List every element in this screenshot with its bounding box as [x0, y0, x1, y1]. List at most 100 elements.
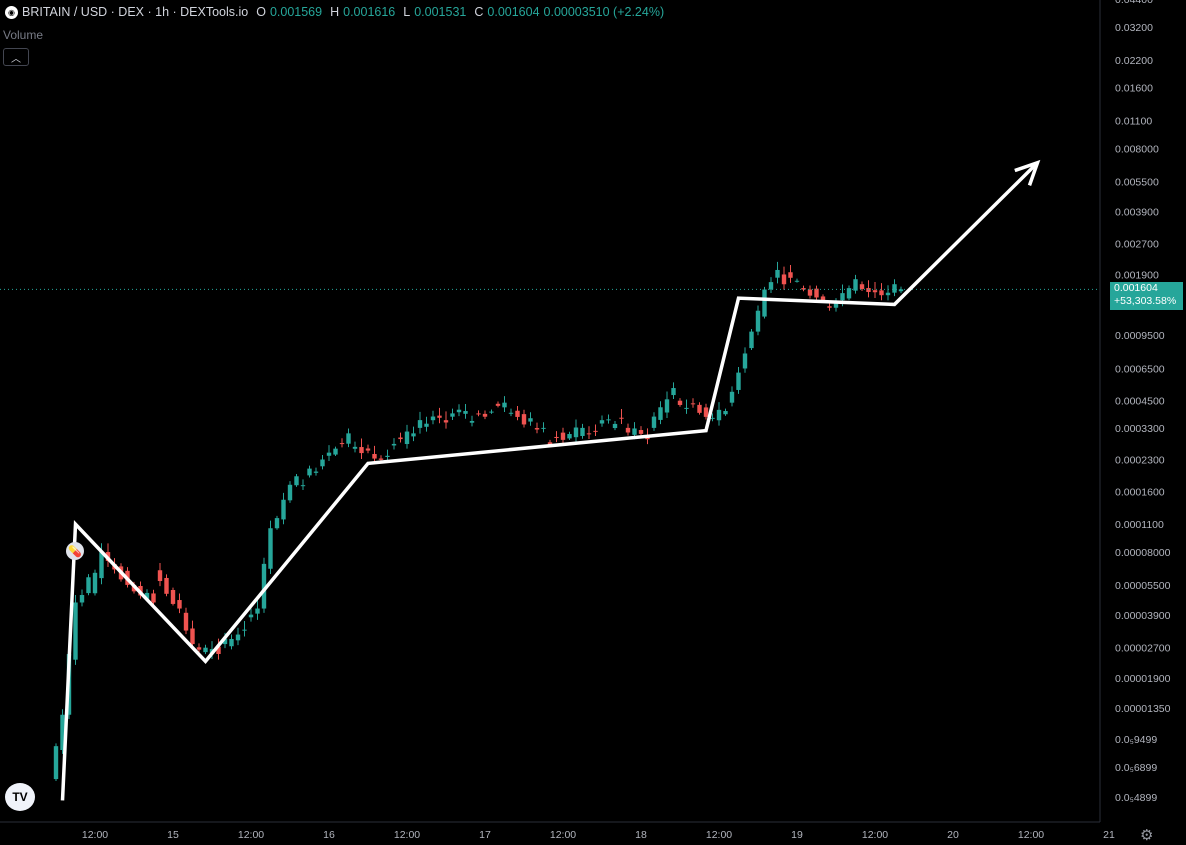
candle-body	[827, 306, 832, 308]
candle-body	[437, 415, 442, 418]
candle-body	[840, 293, 845, 301]
candle-body	[638, 430, 644, 434]
candle-body	[268, 528, 273, 569]
candle-body	[781, 274, 787, 285]
candle-body	[742, 353, 748, 369]
candle-body	[677, 400, 683, 405]
candle-body	[567, 434, 572, 439]
chart-logo-icon: ◉	[5, 5, 18, 19]
high-value: 0.001616	[343, 5, 396, 19]
candle-body	[60, 714, 65, 751]
candle-body	[248, 614, 254, 618]
candle-body	[378, 458, 384, 460]
candle-body	[170, 590, 176, 604]
candle-body	[183, 612, 189, 631]
tradingview-logo-icon[interactable]: TV	[5, 783, 35, 811]
trend-polyline[interactable]	[60, 161, 1039, 801]
y-tick-label: 0.0₅4899	[1115, 792, 1157, 804]
candle-body	[216, 646, 221, 655]
candle-body	[417, 420, 423, 428]
y-tick-label: 0.03200	[1115, 22, 1153, 34]
candle-body	[99, 552, 104, 579]
candle-body	[606, 419, 611, 421]
candle-body	[495, 403, 501, 406]
candle-body	[879, 290, 884, 296]
candle-body	[664, 399, 670, 413]
candle-body	[398, 437, 403, 440]
y-tick-label: 0.0₅9499	[1115, 734, 1157, 746]
y-tick-label: 0.02200	[1115, 55, 1153, 67]
x-tick-label: 12:00	[706, 829, 732, 841]
candle-body	[242, 629, 247, 631]
candle-body	[424, 423, 429, 427]
candle-body	[443, 420, 449, 423]
candle-body	[313, 471, 319, 473]
y-tick-label: 0.00008000	[1115, 547, 1171, 559]
candle-body	[164, 577, 169, 594]
y-tick-label: 0.0001600	[1115, 486, 1165, 498]
candle-body	[281, 499, 286, 520]
candle-body	[274, 518, 280, 529]
x-tick-label: 12:00	[550, 829, 576, 841]
y-tick-label: 0.0002300	[1115, 455, 1165, 467]
trend-arrow-head[interactable]	[1014, 159, 1041, 186]
candle-body	[658, 407, 663, 420]
last-price-change: +53,303.58%	[1114, 295, 1177, 307]
candle-body	[859, 284, 865, 290]
candle-body	[775, 269, 780, 278]
open-value: 0.001569	[269, 5, 323, 19]
x-tick-label: 12:00	[394, 829, 420, 841]
y-tick-label: 0.01600	[1115, 83, 1153, 95]
trend-drawing[interactable]	[60, 159, 1041, 801]
y-tick-label: 0.0001100	[1115, 519, 1164, 531]
pill-icon[interactable]: 💊	[66, 542, 84, 560]
candle-body	[814, 288, 819, 298]
candle-body	[294, 476, 299, 486]
candles	[53, 261, 904, 782]
y-tick-label: 0.001900	[1115, 269, 1159, 281]
candle-body	[521, 414, 527, 425]
symbol-title[interactable]: BRITAIN / USD · DEX · 1h · DEXTools.io	[22, 5, 249, 19]
candle-body	[235, 634, 241, 641]
candle-body	[651, 416, 657, 428]
close-value: 0.001604	[487, 5, 540, 19]
candle-body	[346, 433, 351, 444]
candle-body	[788, 272, 793, 278]
candle-body	[404, 431, 410, 445]
candle-body	[430, 416, 436, 421]
y-tick-label: 0.00001900	[1115, 673, 1171, 685]
candle-body	[794, 280, 800, 282]
volume-label[interactable]: Volume	[3, 28, 44, 42]
candle-body	[534, 428, 540, 430]
candle-body	[411, 433, 416, 437]
candle-body	[580, 427, 585, 436]
candle-body	[515, 410, 520, 417]
candle-body	[833, 303, 839, 308]
candle-body	[476, 413, 481, 415]
x-tick-label: 16	[323, 829, 335, 841]
candle-body	[385, 455, 390, 457]
candle-body	[710, 417, 715, 419]
open-label: O	[256, 5, 266, 19]
y-tick-label: 0.0004500	[1115, 396, 1165, 408]
last-price-value: 0.001604	[1114, 282, 1158, 294]
candle-body	[196, 647, 202, 650]
x-tick-label: 12:00	[82, 829, 108, 841]
candle-body	[203, 647, 208, 653]
candle-body	[560, 432, 566, 440]
candle-body	[573, 427, 579, 438]
last-price-tag: 0.001604 +53,303.58%	[1110, 282, 1183, 310]
candle-body	[729, 391, 735, 403]
candle-body	[456, 409, 462, 413]
y-tick-label: 0.00003900	[1115, 610, 1171, 622]
chevron-up-icon[interactable]: ︿	[3, 48, 29, 66]
candle-body	[807, 289, 813, 296]
y-axis-ticks: 0.04400 0.03200 0.02200 0.01600 0.01100 0.008…	[1115, 0, 1171, 804]
gear-icon[interactable]: ⚙	[1140, 827, 1154, 844]
candle-body	[53, 746, 59, 780]
candle-body	[463, 411, 468, 414]
candle-body	[736, 372, 741, 390]
candle-body	[801, 288, 806, 290]
candle-body	[391, 443, 397, 446]
